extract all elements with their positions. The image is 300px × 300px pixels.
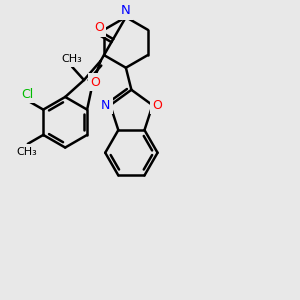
Text: CH₃: CH₃: [16, 147, 37, 157]
Text: N: N: [121, 4, 131, 17]
Text: O: O: [91, 76, 100, 88]
Text: Cl: Cl: [22, 88, 34, 101]
Text: CH₃: CH₃: [62, 54, 82, 64]
Text: O: O: [94, 21, 104, 34]
Text: O: O: [153, 99, 162, 112]
Text: N: N: [101, 99, 110, 112]
